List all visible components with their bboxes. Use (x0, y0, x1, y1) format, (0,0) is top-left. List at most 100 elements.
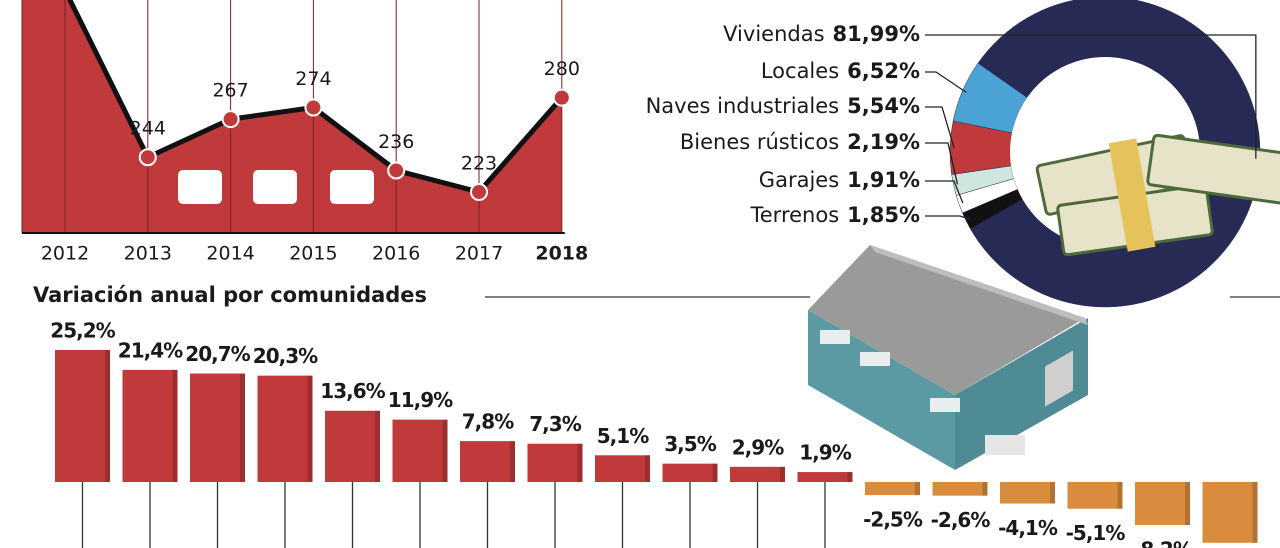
bar-shade (645, 455, 650, 482)
data-label: 1,9% (799, 441, 851, 465)
percent-label: 6,52% (847, 59, 920, 83)
bar-shade (105, 349, 110, 482)
x-tick-label: 2014 (206, 243, 254, 265)
bar (122, 369, 178, 482)
bar (460, 441, 515, 482)
data-label: -4,1% (998, 516, 1058, 540)
data-label: 267 (212, 80, 248, 102)
bar-shade (375, 410, 380, 482)
data-label: 3,5% (664, 432, 716, 456)
bar (730, 466, 785, 482)
data-label: 280 (544, 58, 580, 80)
bar (392, 419, 448, 482)
data-label: 5,1% (597, 424, 649, 448)
data-label: 7,8% (462, 410, 514, 434)
bar-shade (1185, 482, 1190, 525)
area (22, 0, 562, 233)
data-label: 2,9% (732, 435, 784, 459)
bar-shade (1050, 482, 1055, 504)
bar-shade (510, 441, 515, 482)
window-decor (178, 170, 222, 204)
marker (387, 161, 406, 180)
data-label: -8,2% (1133, 537, 1193, 548)
leader-line (925, 34, 1257, 159)
marker (221, 110, 240, 129)
bar-shade (307, 375, 313, 482)
window-decor (253, 170, 297, 204)
bar-shade (1117, 482, 1123, 509)
money-band (1108, 138, 1156, 252)
money-decor (1146, 133, 1280, 207)
bar (797, 472, 853, 482)
legend-label: Terrenos 1,85% (750, 203, 921, 227)
data-label: -2,5% (863, 508, 923, 532)
bar (257, 375, 313, 482)
leader-line (925, 106, 955, 149)
leader-line (925, 71, 967, 93)
category-name: Terrenos (750, 203, 840, 227)
category-name: Garajes (759, 168, 839, 192)
percent-label: 2,19% (847, 130, 920, 154)
data-label: 20,3% (253, 344, 318, 368)
legend-label: Naves industriales 5,54% (646, 94, 920, 118)
data-label: 7,3% (529, 412, 581, 436)
x-tick-label: 2017 (455, 243, 503, 265)
data-label: 274 (295, 68, 331, 90)
marker (138, 148, 157, 167)
warehouse-illustration (808, 245, 1088, 470)
category-name: Locales (761, 59, 839, 83)
data-label: 13,6% (320, 379, 385, 403)
percent-label: 1,91% (847, 168, 920, 192)
bar (865, 482, 920, 496)
percent-label: 1,85% (847, 203, 920, 227)
marker (470, 183, 488, 201)
bar-shade (442, 419, 448, 482)
percent-label: 81,99% (833, 22, 920, 46)
bar (325, 410, 380, 482)
bar-shade (172, 369, 178, 482)
data-label: 21,4% (118, 338, 183, 362)
marker (552, 88, 571, 107)
marker (304, 98, 323, 117)
bar (527, 443, 583, 482)
bar (595, 455, 650, 482)
category-name: Bienes rústicos (680, 130, 839, 154)
data-label: 11,9% (388, 388, 453, 412)
x-tick-label: 2018 (535, 243, 588, 265)
bar-shade (915, 482, 920, 496)
x-tick-label: 2016 (372, 243, 420, 265)
bar (190, 373, 245, 482)
x-tick-label: 2013 (124, 243, 172, 265)
bar-shade (240, 373, 245, 482)
bar-shade (847, 472, 853, 482)
bar (1000, 482, 1055, 504)
percent-label: 5,54% (847, 94, 920, 118)
legend-label: Garajes 1,91% (759, 168, 920, 192)
bar-shade (780, 466, 785, 482)
data-label: 244 (130, 118, 166, 140)
bar-chart-title: Variación anual por comunidades (33, 283, 427, 307)
legend-label: Bienes rústicos 2,19% (680, 130, 920, 154)
category-name: Viviendas (723, 22, 824, 46)
bar (1135, 482, 1190, 525)
bar (932, 482, 988, 496)
bar (55, 349, 110, 482)
leader-line (925, 142, 959, 185)
category-name: Naves industriales (646, 94, 840, 118)
bar-shade (712, 463, 718, 482)
leader-line (925, 215, 971, 221)
legend-label: Locales 6,52% (761, 59, 920, 83)
x-tick-label: 2015 (289, 243, 337, 265)
window-decor (330, 170, 374, 204)
bar-shade (577, 443, 583, 482)
bar (1202, 482, 1258, 543)
x-tick-label: 2012 (41, 243, 89, 265)
bar-shade (982, 482, 988, 496)
data-label: -2,6% (931, 508, 991, 532)
legend-label: Viviendas 81,99% (723, 22, 920, 46)
leader-line (925, 180, 964, 204)
bar-shade (1252, 482, 1258, 543)
data-label: 25,2% (50, 318, 115, 342)
data-label: 223 (461, 153, 497, 175)
